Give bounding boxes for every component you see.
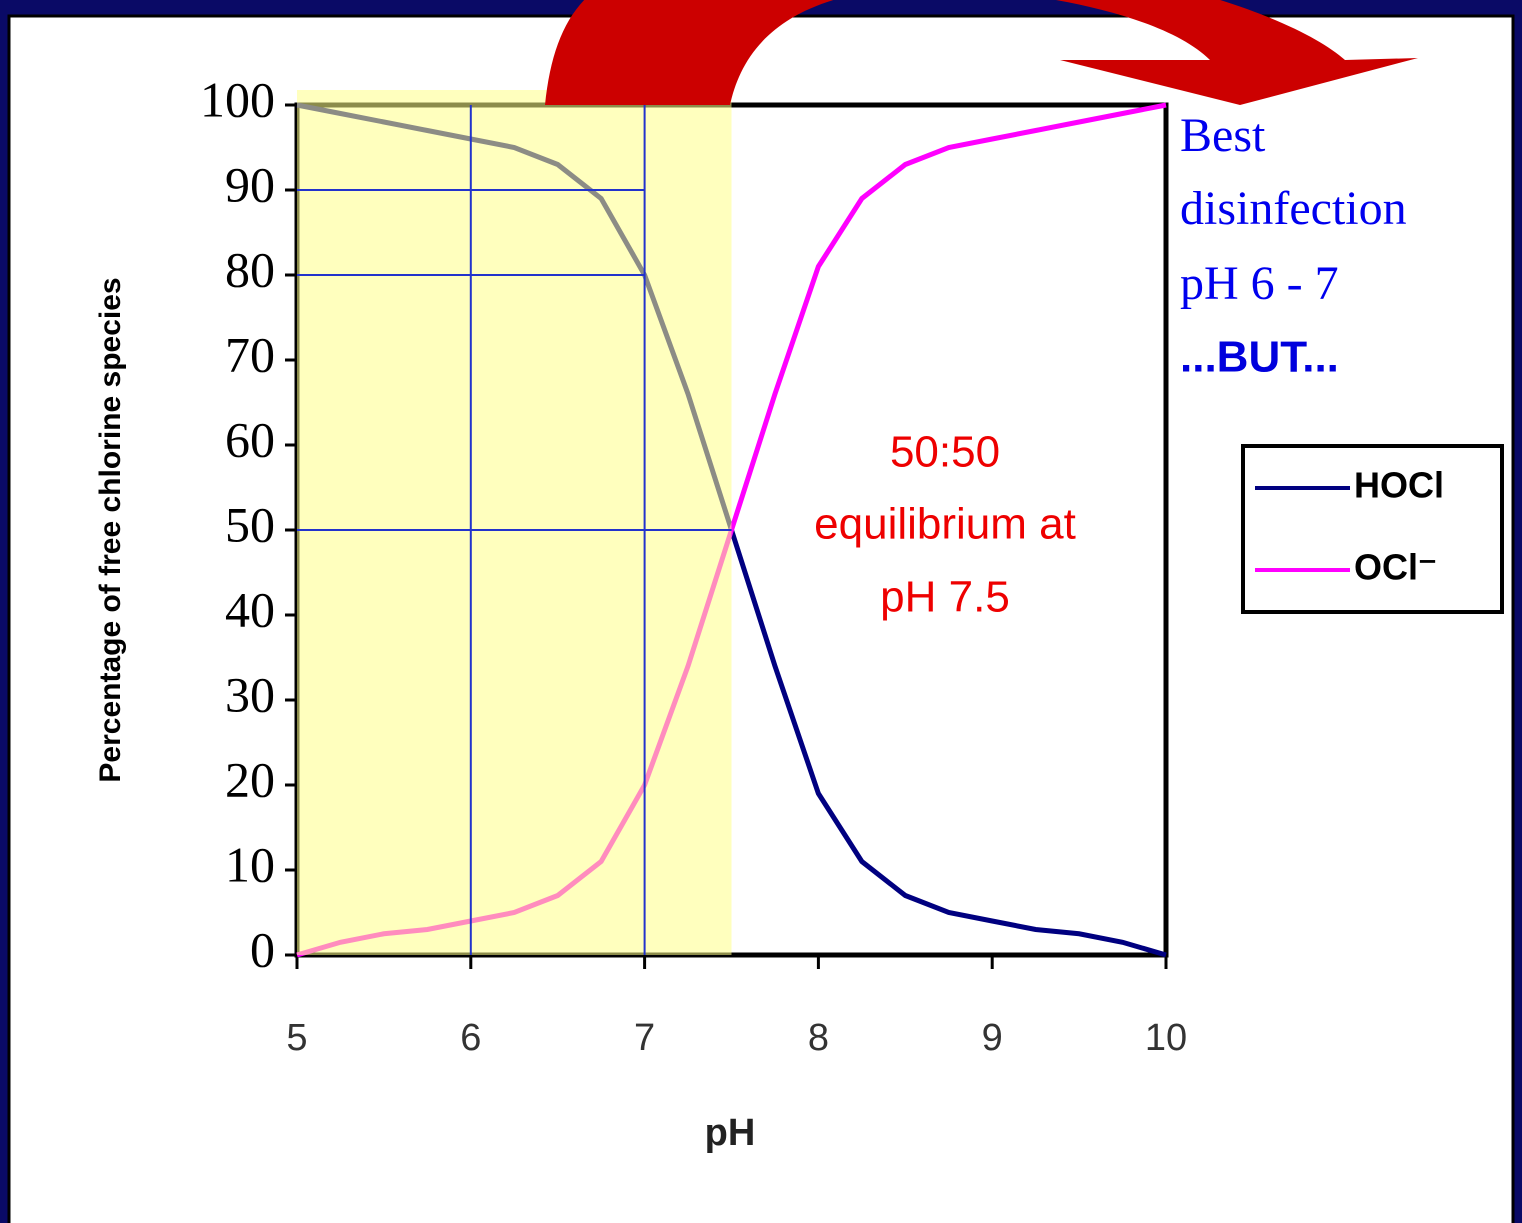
side-note: Best [1180,109,1266,162]
x-tick-label: 10 [1145,1017,1187,1059]
side-note: disinfection [1180,182,1407,235]
x-tick-label: 7 [634,1017,655,1059]
x-tick-label: 6 [460,1017,481,1059]
y-tick-label: 70 [225,326,275,382]
x-tick-label: 9 [982,1017,1003,1059]
y-tick-label: 60 [225,411,275,467]
x-tick-label: 8 [808,1017,829,1059]
y-tick-label: 40 [225,581,275,637]
annotation: 50:50 [890,428,1000,477]
y-tick-label: 10 [225,836,275,892]
y-tick-label: 90 [225,156,275,212]
annotation: equilibrium at [814,500,1076,549]
y-tick-label: 100 [200,71,275,127]
side-note-emphasis: ...BUT... [1180,333,1339,382]
y-tick-label: 50 [225,496,275,552]
x-axis-label: pH [705,1112,756,1154]
side-note: pH 6 - 7 [1180,257,1339,310]
legend-box [1241,444,1504,614]
y-tick-label: 30 [225,666,275,722]
decorative-arrow [545,0,1418,105]
y-tick-label: 20 [225,751,275,807]
y-tick-label: 0 [250,921,275,977]
annotation: pH 7.5 [880,573,1010,622]
legend-label: HOCl [1354,465,1444,506]
shaded-range [297,90,732,955]
plot-area: 0 10 20 30 40 50 60 70 80 90 100 5 6 7 8 9 10 [200,71,1187,1059]
x-tick-label: 5 [286,1017,307,1059]
y-tick-label: 80 [225,241,275,297]
y-axis-label: Percentage of free chlorine species [94,277,127,782]
legend-label: OCl⁻ [1354,547,1437,588]
